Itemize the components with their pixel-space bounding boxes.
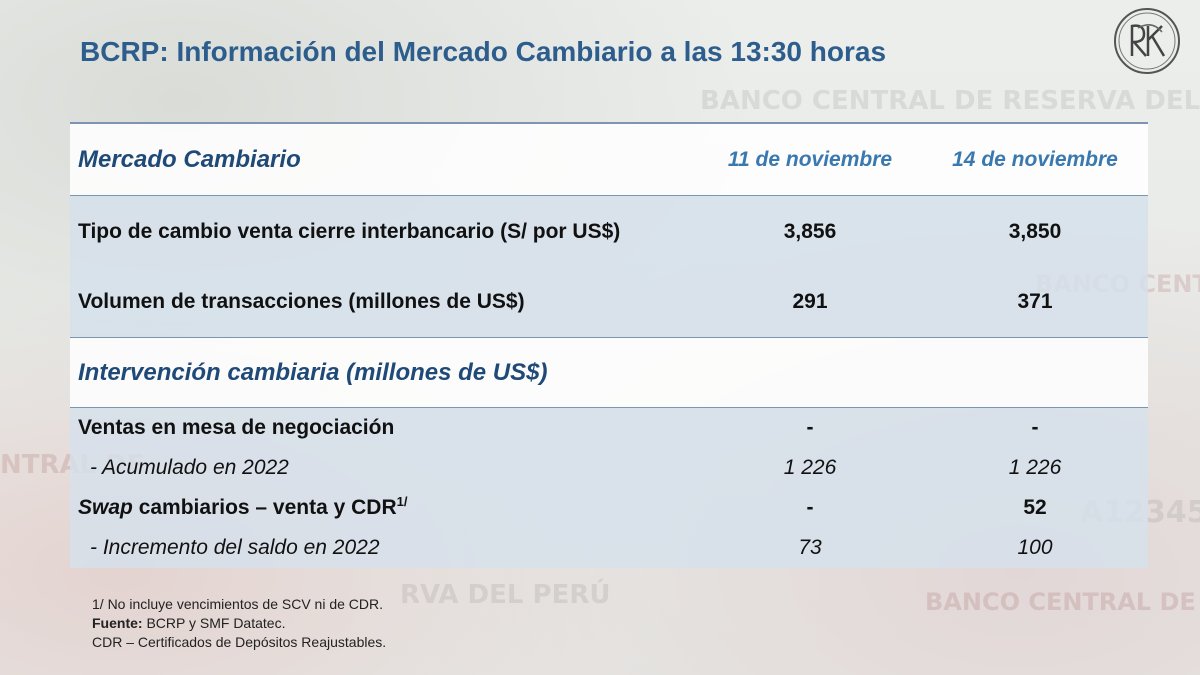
table-row: Ventas en mesa de negociación - -: [70, 408, 1148, 448]
background-watermark: RVA DEL PERÚ: [400, 580, 611, 610]
row-value-1: 1 226: [783, 456, 837, 479]
source-label: Fuente:: [92, 615, 143, 631]
page-title: BCRP: Información del Mercado Cambiario …: [80, 36, 887, 67]
row-value-1: 73: [798, 536, 822, 559]
background-watermark: BANCO CENTRAL DE: [925, 588, 1196, 616]
row-label: - Incremento del saldo en 2022: [90, 536, 380, 559]
row-value-2: 52: [1023, 496, 1047, 519]
table-header-row: Mercado Cambiario 11 de noviembre 14 de …: [70, 124, 1148, 196]
row-value-1: -: [806, 496, 814, 519]
row-value-2: 371: [1017, 290, 1053, 313]
footnote-cdr: CDR – Certificados de Depósitos Reajusta…: [92, 634, 387, 650]
row-label: Volumen de transacciones (millones de US…: [78, 290, 525, 313]
row-value-1: 291: [792, 290, 828, 313]
section-label: Intervención cambiaria (millones de US$): [78, 358, 548, 386]
table-row: Tipo de cambio venta cierre interbancari…: [70, 196, 1148, 267]
source-note: Fuente: BCRP y SMF Datatec.: [92, 614, 386, 633]
row-label-superscript: 1/: [396, 494, 408, 509]
row-label: Ventas en mesa de negociación: [78, 416, 395, 439]
header-date-2: 14 de noviembre: [952, 147, 1118, 171]
table-row: Swap cambiarios – venta y CDR1/ - 52: [70, 488, 1148, 528]
row-label: Tipo de cambio venta cierre interbancari…: [78, 219, 621, 243]
row-value-2: 100: [1017, 536, 1053, 559]
exchange-market-table: Mercado Cambiario 11 de noviembre 14 de …: [70, 122, 1148, 568]
row-value-1: -: [806, 416, 814, 439]
row-label: - Acumulado en 2022: [90, 456, 289, 479]
row-label-italic: Swap: [78, 496, 133, 519]
row-value-2: 3,850: [1008, 219, 1062, 243]
row-value-2: -: [1031, 416, 1039, 439]
row-label: Swap cambiarios – venta y CDR1/: [78, 494, 408, 520]
table-row: - Acumulado en 2022 1 226 1 226: [70, 448, 1148, 488]
row-label-rest: cambiarios – venta y CDR: [132, 496, 397, 519]
source-text: BCRP y SMF Datatec.: [142, 615, 286, 631]
section-header-row: Intervención cambiaria (millones de US$): [70, 338, 1148, 408]
row-value-2: 1 226: [1008, 456, 1062, 479]
row-value-1: 3,856: [783, 219, 837, 243]
table-row: - Incremento del saldo en 2022 73 100: [70, 528, 1148, 568]
footnotes: 1/ No incluye vencimientos de SCV ni de …: [92, 595, 386, 652]
background-watermark: BANCO CENTRAL DE RESERVA DEL PE: [700, 86, 1200, 116]
footnote-1: 1/ No incluye vencimientos de SCV ni de …: [92, 596, 384, 612]
bcrp-logo-icon: [1114, 8, 1180, 74]
header-date-1: 11 de noviembre: [727, 147, 893, 171]
header-label: Mercado Cambiario: [78, 145, 301, 173]
table-row: Volumen de transacciones (millones de US…: [70, 267, 1148, 338]
